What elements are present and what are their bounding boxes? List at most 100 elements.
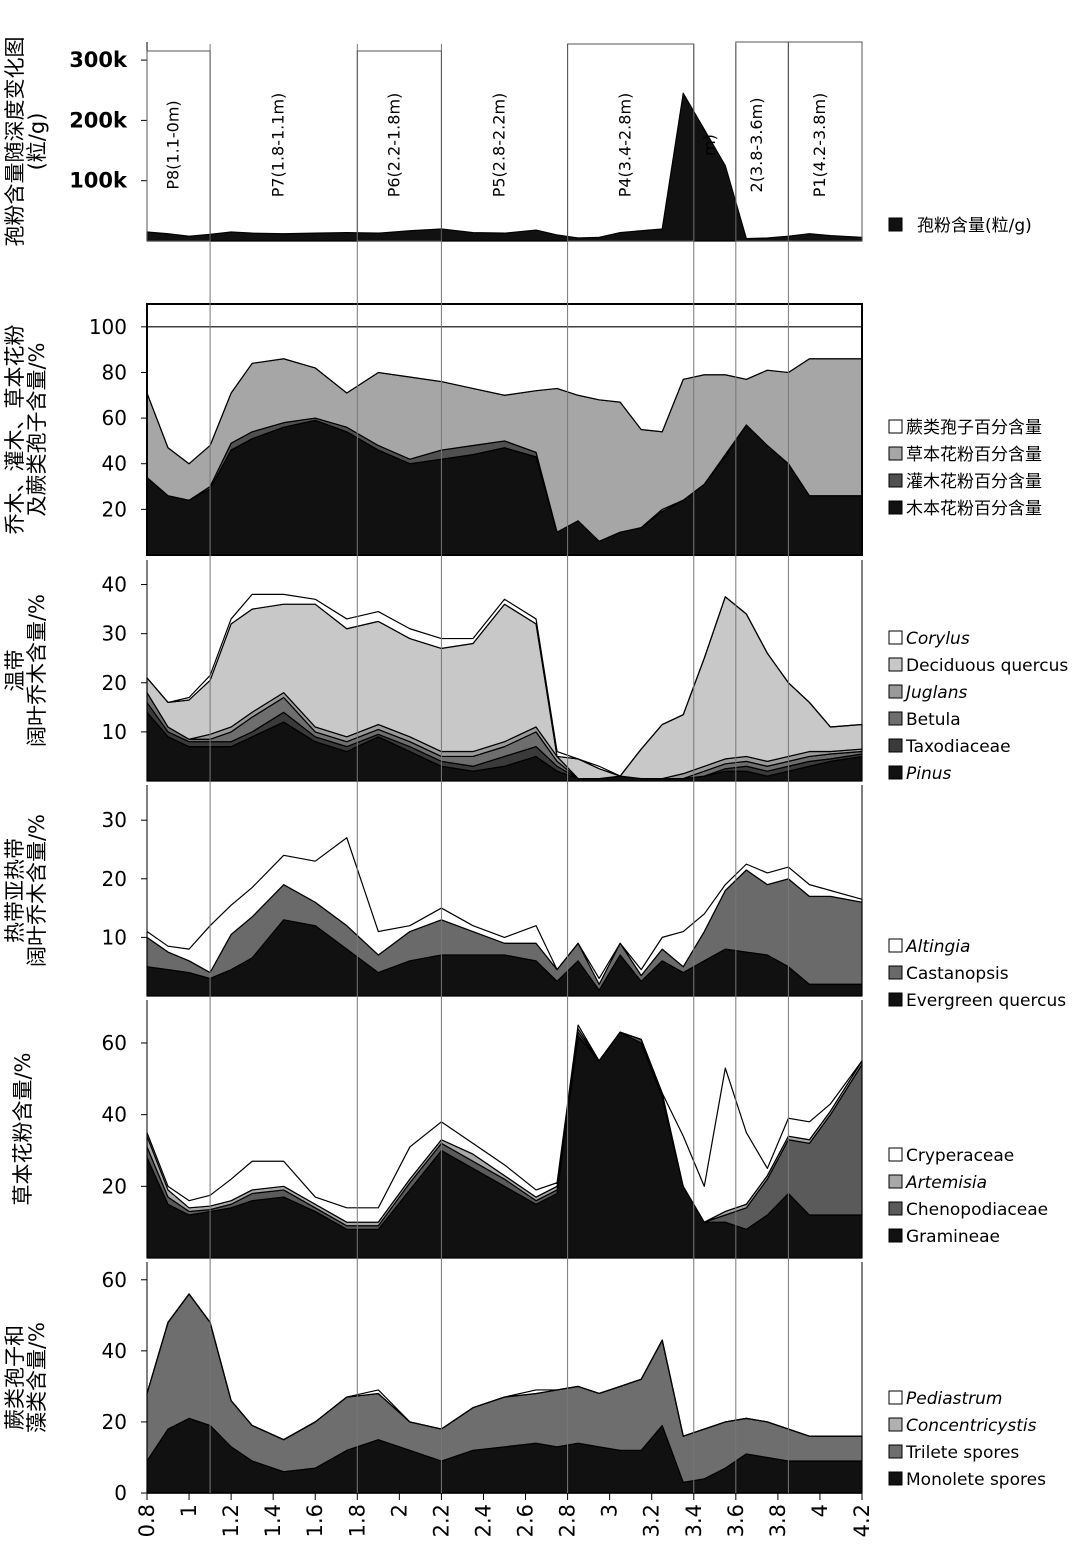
x-tick-label: 3.4 [682, 1504, 706, 1537]
zone-label: 2(3.8-3.6m) [747, 98, 766, 193]
y-tick-label: 20 [102, 671, 127, 695]
legend-label: Pinus [906, 764, 952, 784]
y-tick-label: 40 [102, 573, 127, 597]
legend-label: Cryperaceae [906, 1146, 1014, 1166]
y-tick-label: 300k [69, 48, 128, 72]
y-axis-title: 藻类含量/% [25, 1322, 49, 1433]
x-tick-label: 1.6 [303, 1504, 327, 1537]
x-tick-label: 2.4 [471, 1504, 495, 1537]
legend-swatch [888, 938, 903, 953]
legend-label: Corylus [906, 629, 970, 649]
y-tick-label: 60 [102, 406, 127, 430]
legend-swatch [888, 217, 903, 232]
zone-label: P1(4.2-3.8m) [810, 93, 829, 198]
legend-swatch [888, 711, 903, 726]
y-tick-label: 10 [102, 720, 127, 744]
legend-label: Altingia [905, 937, 970, 957]
legend-swatch [888, 657, 903, 672]
legend-swatch [888, 630, 903, 645]
x-tick-label: 2.2 [429, 1504, 453, 1537]
x-tick-label: 2.6 [514, 1504, 538, 1537]
y-tick-label: 40 [102, 452, 127, 476]
x-tick-label: 2.8 [556, 1504, 580, 1537]
y-tick-label: 20 [102, 867, 127, 891]
legend-label: Trilete spores [905, 1443, 1019, 1463]
legend-swatch [888, 1471, 903, 1486]
legend-label: Deciduous quercus [906, 656, 1068, 676]
y-axis-title: 及蕨类孢子含量/% [25, 342, 49, 516]
y-axis-title: (粒/g) [25, 113, 49, 171]
zone-label: P7(1.8-1.1m) [269, 93, 288, 198]
legend-swatch [888, 446, 903, 461]
x-tick-label: 3.2 [640, 1504, 664, 1537]
y-axis-title: 草本花粉含量/% [11, 1052, 35, 1205]
legend-label: Pediastrum [906, 1389, 1003, 1409]
y-tick-label: 30 [102, 808, 127, 832]
legend-swatch [888, 500, 903, 515]
legend-label: Chenopodiaceae [906, 1200, 1048, 1220]
x-tick-label: 1.4 [261, 1504, 285, 1537]
legend-label: Castanopsis [906, 964, 1009, 984]
legend-label: 蕨类孢子百分含量 [906, 418, 1042, 438]
y-axis-title: 阔叶乔木含量/% [25, 594, 49, 747]
x-tick-label: 1.8 [345, 1504, 369, 1537]
y-tick-label: 60 [102, 1268, 127, 1292]
legend-swatch [888, 1147, 903, 1162]
y-axis-title: 温带 [3, 650, 27, 692]
zone-label: P4(3.4-2.8m) [616, 93, 635, 198]
y-tick-label: 20 [102, 1174, 127, 1198]
legend-label: Evergreen quercus [906, 991, 1066, 1011]
legend-label: 草本花粉百分含量 [906, 445, 1042, 465]
zone-label: m) [700, 134, 719, 156]
legend-swatch [888, 1390, 903, 1405]
y-axis-title: 阔叶乔木含量/% [25, 814, 49, 967]
legend-swatch [888, 1417, 903, 1432]
legend-swatch [888, 1201, 903, 1216]
legend-label: Juglans [903, 683, 967, 703]
y-axis-title: 乔木、灌木、草本花粉 [3, 325, 27, 535]
x-tick-label: 1.2 [219, 1504, 243, 1537]
zone-box [356, 50, 442, 242]
panel-5: 20 40 60 草本花粉含量/% Cryperaceae Artemisia Chenop… [11, 1000, 1048, 1259]
y-tick-label: 10 [102, 925, 127, 949]
legend-swatch [888, 738, 903, 753]
x-tick-label: 3.8 [766, 1504, 790, 1537]
legend-swatch [888, 419, 903, 434]
legend-swatch [888, 992, 903, 1007]
legend-label: 灌木花粉百分含量 [906, 472, 1042, 492]
legend: Pediastrum Concentricystis Trilete spores M… [888, 1389, 1046, 1490]
depth-axis: 0.8 1 1.2 1.4 1.6 1.8 2 2.2 2.4 2.6 2.8 3 3.2 3.4 3.6 3… [135, 1492, 874, 1537]
legend: Cryperaceae Artemisia Chenopodiaceae Gramin… [888, 1146, 1048, 1247]
legend-label: Betula [906, 710, 961, 730]
y-tick-label: 20 [102, 497, 127, 521]
y-axis-title: 孢粉含量随深度变化图 [3, 37, 27, 247]
y-tick-label: 40 [102, 1339, 127, 1363]
x-tick-label: 0.8 [135, 1504, 159, 1537]
panel-1: 100k 200k 300k 孢粉含量随深度变化图(粒/g) 孢粉含量(粒/g) [3, 37, 1032, 247]
y-tick-label: 200k [69, 108, 128, 132]
y-tick-label: 40 [102, 1103, 127, 1127]
legend-swatch [888, 1444, 903, 1459]
x-tick-label: 3.6 [724, 1504, 748, 1537]
panel-frame [146, 303, 863, 556]
legend-swatch [888, 1228, 903, 1243]
chart-panels: 100k 200k 300k 孢粉含量随深度变化图(粒/g) 孢粉含量(粒/g) 20 40… [3, 37, 1068, 1506]
legend-swatch [888, 684, 903, 699]
legend-swatch [888, 965, 903, 980]
x-tick-label: 2 [387, 1504, 411, 1517]
zone-label: P8(1.1-0m) [164, 100, 183, 189]
y-axis-title: 热带亚热带 [3, 838, 27, 943]
x-tick-label: 4 [808, 1504, 832, 1517]
y-tick-label: 80 [102, 360, 127, 384]
y-tick-label: 0 [114, 1481, 127, 1505]
y-tick-label: 100 [89, 315, 127, 339]
legend-label: Monolete spores [906, 1470, 1046, 1490]
zone-box [146, 50, 211, 242]
area-series-cryperaceae [146, 1024, 863, 1223]
legend-label: Gramineae [906, 1227, 1000, 1247]
legend-swatch [888, 1174, 903, 1189]
